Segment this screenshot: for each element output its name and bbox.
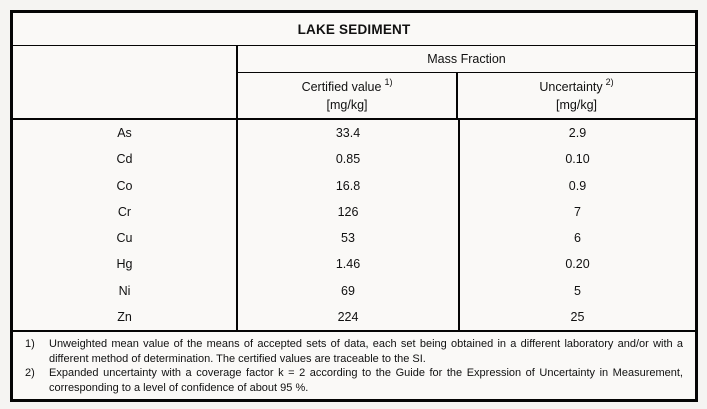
footnote-marker: 1)	[25, 338, 35, 350]
certified-value-label: Certified value	[301, 79, 382, 94]
header-right: Mass Fraction Certified value 1) [mg/kg] …	[238, 46, 695, 118]
table-body: As 33.4 2.9 Cd 0.85 0.10 Co 16.8 0.9 Cr …	[13, 120, 695, 330]
uncertainty-cell: 7	[574, 204, 581, 219]
column-label-line: Uncertainty 2)	[539, 77, 613, 96]
column-label-line: Certified value 1)	[302, 77, 393, 96]
element-cell: Hg	[13, 251, 238, 278]
element-cell: Co	[13, 172, 238, 199]
table-title: LAKE SEDIMENT	[13, 13, 695, 46]
uncertainty-cell: 0.20	[565, 257, 590, 272]
uncertainty-unit: [mg/kg]	[556, 98, 598, 113]
certified-values-table: LAKE SEDIMENT Mass Fraction Certified va…	[10, 10, 698, 402]
certified-value-cell: 224	[238, 303, 460, 330]
uncertainty-cell: 0.9	[568, 178, 587, 193]
certified-value-column-header: Certified value 1) [mg/kg]	[238, 73, 459, 118]
footnote-text: Unweighted mean value of the means of ac…	[49, 338, 683, 365]
certified-value-cell: 1.46	[238, 251, 460, 278]
column-headers: Certified value 1) [mg/kg] Uncertainty 2) …	[238, 73, 695, 118]
uncertainty-cell: 25	[570, 309, 585, 324]
certified-value-cell: 126	[238, 198, 460, 225]
element-cell: Ni	[13, 277, 238, 304]
certified-value-cell: 69	[238, 277, 460, 304]
element-cell: Cu	[13, 225, 238, 252]
footnotes-section: 1) Unweighted mean value of the means of…	[13, 330, 695, 400]
footnote-1: 1) Unweighted mean value of the means of…	[21, 337, 683, 366]
corner-cell	[13, 46, 238, 118]
table-row-hg: Hg 1.46 0.20	[13, 251, 695, 278]
table-row-co: Co 16.8 0.9	[13, 172, 695, 199]
uncertainty-column-header: Uncertainty 2) [mg/kg]	[458, 73, 695, 118]
table-row-cu: Cu 53 6	[13, 225, 695, 252]
mass-fraction-header: Mass Fraction	[238, 46, 695, 73]
element-cell: As	[13, 120, 238, 147]
certified-value-cell: 0.85	[238, 146, 460, 173]
footnote-ref-2: 2)	[605, 76, 614, 87]
footnote-ref-1: 1)	[384, 76, 393, 87]
uncertainty-label: Uncertainty	[539, 79, 603, 94]
uncertainty-cell: 0.10	[565, 152, 590, 167]
table-row-zn: Zn 224 25	[13, 303, 695, 330]
table-row-as: As 33.4 2.9	[13, 120, 695, 147]
table-header: Mass Fraction Certified value 1) [mg/kg] …	[13, 46, 695, 120]
footnote-2: 2) Expanded uncertainty with a coverage …	[21, 366, 683, 395]
uncertainty-cell: 2.9	[568, 126, 587, 141]
element-cell: Cd	[13, 146, 238, 173]
footnote-marker: 2)	[25, 367, 35, 380]
certified-value-unit: [mg/kg]	[326, 98, 368, 113]
table-row-cr: Cr 126 7	[13, 198, 695, 225]
certified-value-cell: 33.4	[238, 120, 460, 147]
element-cell: Zn	[13, 303, 238, 330]
uncertainty-cell: 5	[574, 283, 581, 298]
table-row-cd: Cd 0.85 0.10	[13, 146, 695, 173]
footnote-text: Expanded uncertainty with a coverage fac…	[49, 367, 683, 394]
certified-value-cell: 16.8	[238, 172, 460, 199]
table-row-ni: Ni 69 5	[13, 277, 695, 304]
certified-value-cell: 53	[238, 225, 460, 252]
uncertainty-cell: 6	[574, 231, 581, 246]
element-cell: Cr	[13, 198, 238, 225]
